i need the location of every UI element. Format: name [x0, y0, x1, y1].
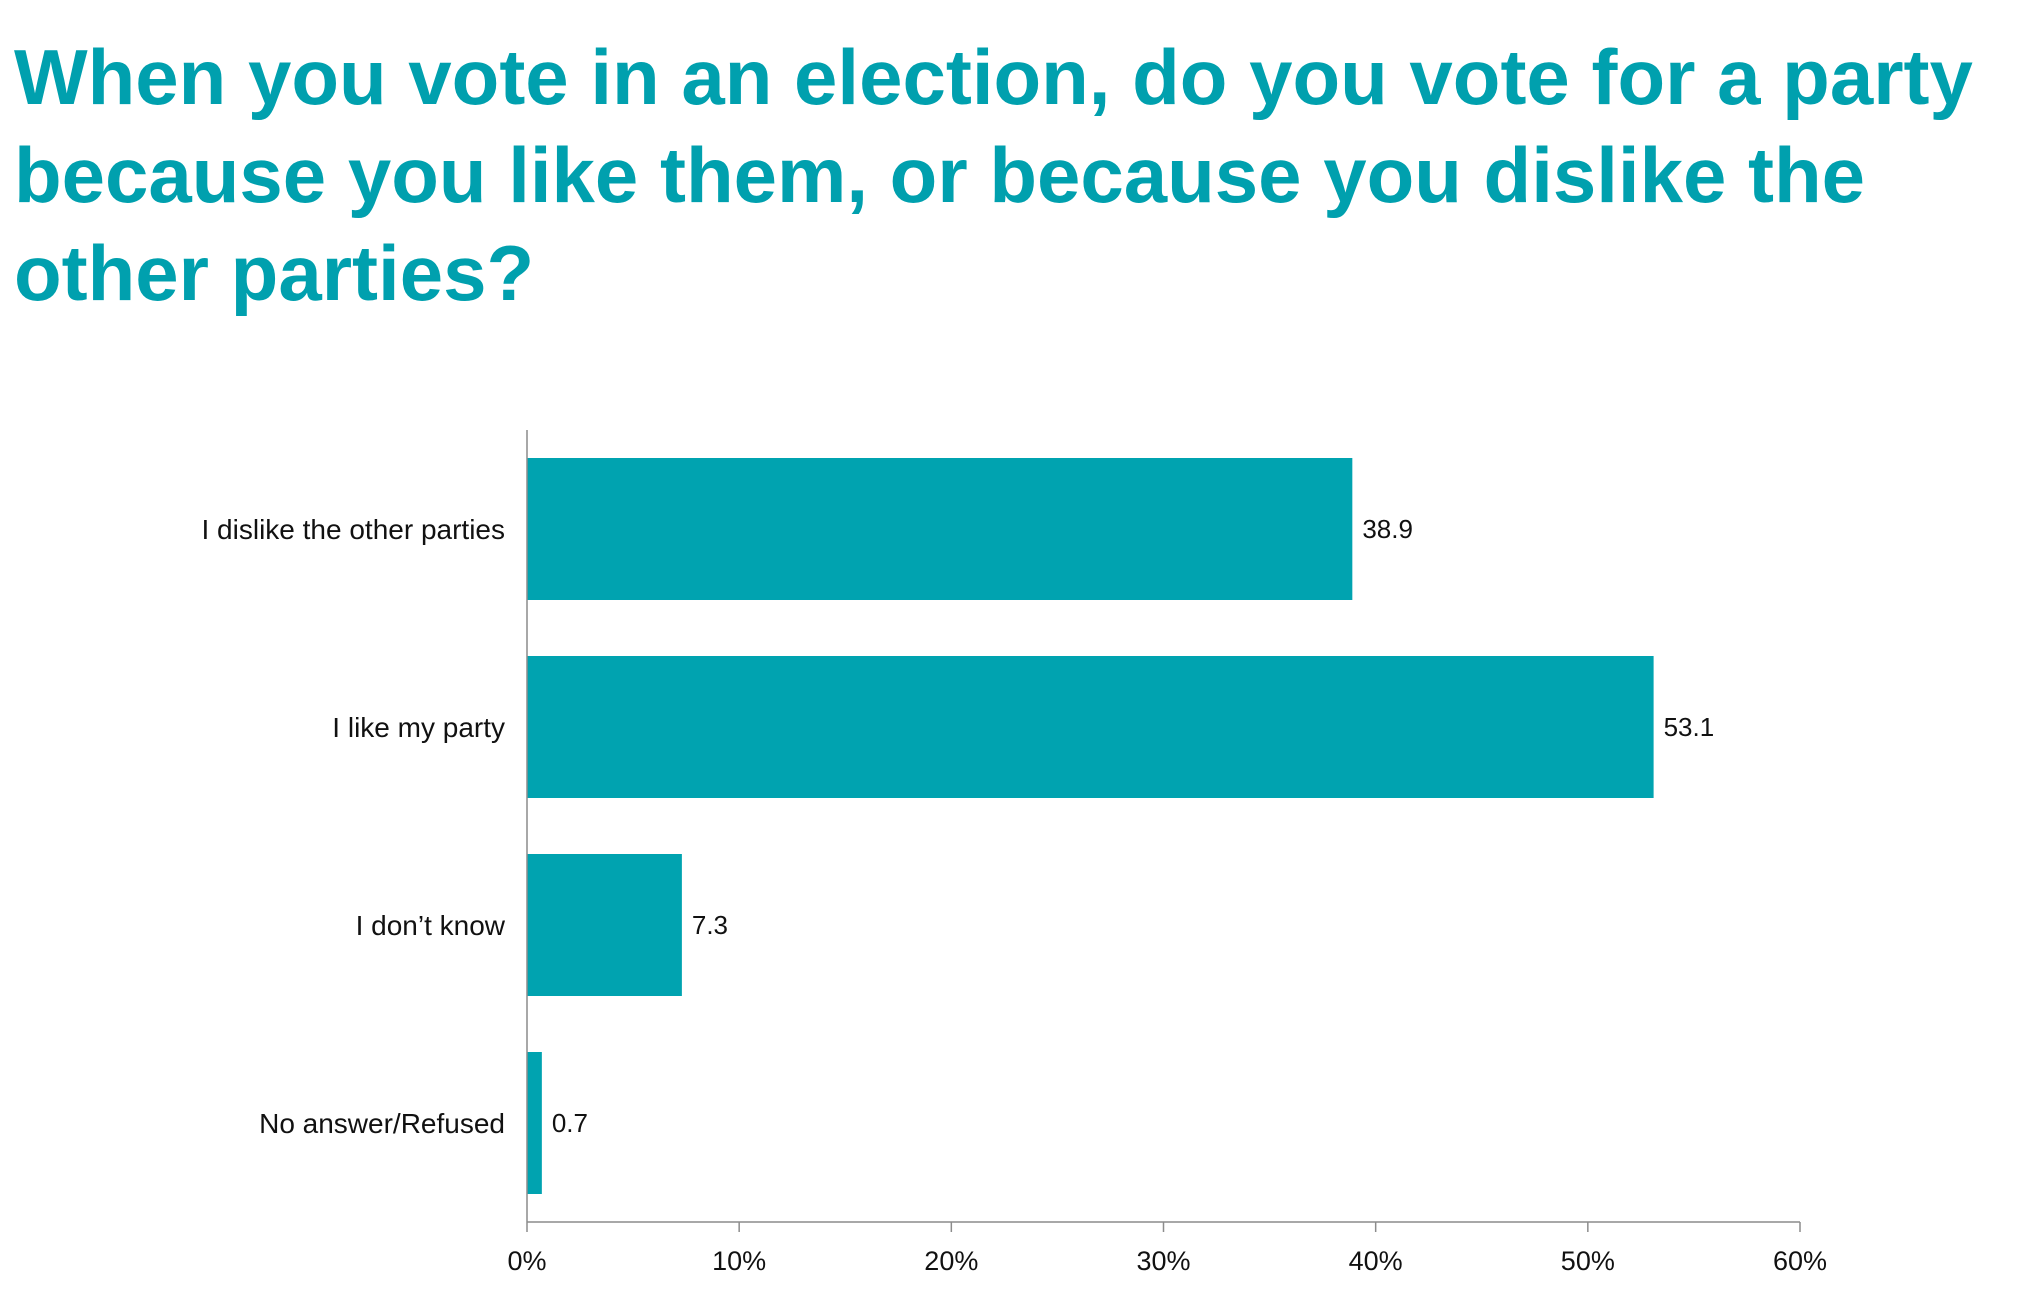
chart-title: When you vote in an election, do you vot… — [14, 33, 1973, 317]
category-label-2: I don’t know — [356, 910, 506, 941]
value-label-0: 38.9 — [1362, 514, 1413, 544]
bar-0 — [527, 458, 1353, 600]
x-tick-label-4: 40% — [1349, 1246, 1403, 1276]
x-tick-label-2: 20% — [924, 1246, 978, 1276]
x-tick-label-0: 0% — [507, 1246, 546, 1276]
value-label-3: 0.7 — [552, 1108, 588, 1138]
labels-layer: I dislike the other parties 38.9 I like my… — [202, 514, 1715, 1139]
bar-3 — [527, 1052, 542, 1194]
bar-2 — [527, 854, 682, 996]
x-tick-label-3: 30% — [1136, 1246, 1190, 1276]
x-tick-label-6: 60% — [1773, 1246, 1827, 1276]
category-label-3: No answer/Refused — [259, 1108, 505, 1139]
value-label-1: 53.1 — [1664, 712, 1715, 742]
x-axis: 0% 10% 20% 30% 40% 50% 60% — [507, 430, 1827, 1276]
bar-1 — [527, 656, 1654, 798]
category-label-0: I dislike the other parties — [202, 514, 506, 545]
category-label-1: I like my party — [332, 712, 505, 743]
value-label-2: 7.3 — [692, 910, 728, 940]
bars-layer — [527, 458, 1654, 1194]
x-tick-label-1: 10% — [712, 1246, 766, 1276]
x-tick-label-5: 50% — [1561, 1246, 1615, 1276]
